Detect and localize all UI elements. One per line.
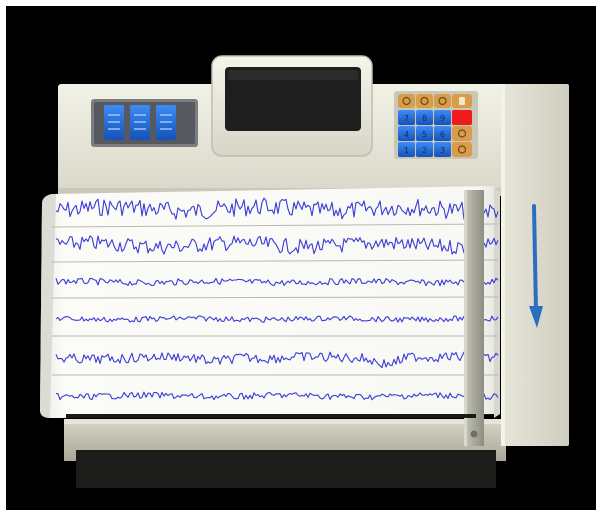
key-7: 7 bbox=[404, 114, 409, 123]
channel-separators bbox=[51, 223, 499, 376]
recorder-base bbox=[64, 419, 506, 488]
eeg-trace-6 bbox=[56, 391, 499, 401]
keypad: 7 8 9 4 5 6 1 2 3 bbox=[394, 91, 478, 159]
keypad-number-keys: 7 8 9 4 5 6 1 2 3 bbox=[398, 110, 451, 157]
eeg-trace-3 bbox=[55, 277, 499, 287]
key-6: 6 bbox=[440, 130, 445, 139]
keypad-top-row bbox=[398, 94, 472, 108]
display-windows bbox=[104, 105, 176, 140]
eeg-trace-5 bbox=[55, 351, 499, 369]
chart-recorder-illustration: 7 8 9 4 5 6 1 2 3 bbox=[40, 55, 569, 488]
pen-rail bbox=[464, 190, 484, 446]
channel-display bbox=[91, 99, 198, 147]
red-key bbox=[452, 110, 472, 125]
eeg-trace-1 bbox=[55, 197, 499, 220]
paper-slot bbox=[66, 414, 476, 418]
chart-paper bbox=[40, 186, 500, 418]
key-8: 8 bbox=[422, 114, 427, 123]
key-4: 4 bbox=[404, 130, 409, 139]
key-1: 1 bbox=[404, 146, 409, 155]
eeg-traces bbox=[55, 197, 499, 401]
eeg-trace-2 bbox=[55, 235, 499, 255]
key-3: 3 bbox=[440, 146, 445, 155]
key-9: 9 bbox=[440, 114, 445, 123]
monitor-screen bbox=[211, 55, 373, 157]
eeg-trace-4 bbox=[55, 315, 499, 323]
key-2: 2 bbox=[422, 146, 427, 155]
photo-frame: 7 8 9 4 5 6 1 2 3 bbox=[6, 6, 596, 510]
key-5: 5 bbox=[422, 130, 427, 139]
feed-arrow-down-icon bbox=[529, 204, 543, 328]
keypad-side-keys bbox=[452, 110, 472, 157]
